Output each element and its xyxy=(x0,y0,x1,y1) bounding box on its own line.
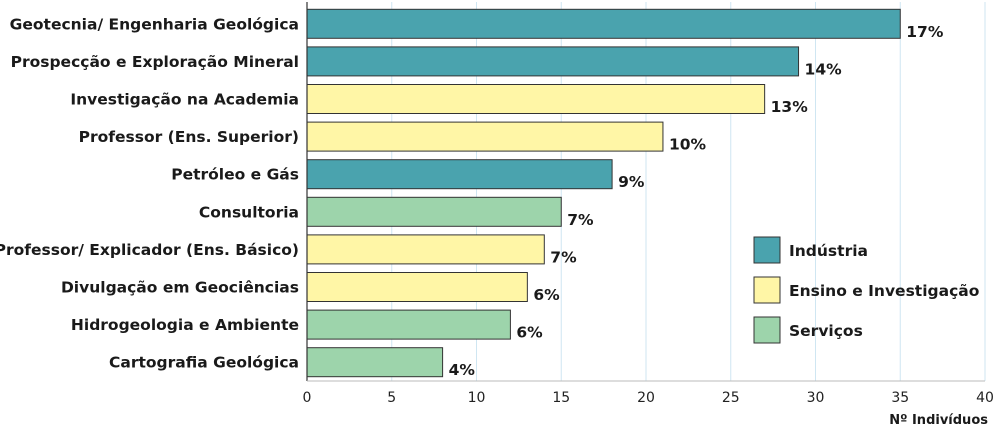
data-label: 17% xyxy=(906,23,944,41)
legend-swatch xyxy=(753,316,781,344)
data-label: 6% xyxy=(516,324,543,342)
category-label: Investigação na Academia xyxy=(70,91,299,109)
category-label: Geotecnia/ Engenharia Geológica xyxy=(10,15,299,33)
data-label: 13% xyxy=(771,98,809,116)
bar xyxy=(306,46,800,77)
bar xyxy=(306,347,444,378)
x-tick-label: 30 xyxy=(807,390,825,406)
category-label: Professor (Ens. Superior) xyxy=(79,128,299,146)
bar xyxy=(306,159,613,190)
x-tick-label: 20 xyxy=(637,390,655,406)
data-label: 7% xyxy=(550,248,577,266)
legend-swatch xyxy=(753,276,781,304)
data-label: 7% xyxy=(567,211,594,229)
x-tick-label: 0 xyxy=(303,390,312,406)
bar xyxy=(306,196,562,227)
legend-swatch xyxy=(753,236,781,264)
data-label: 14% xyxy=(805,60,843,78)
x-tick-label: 5 xyxy=(387,390,396,406)
data-label: 6% xyxy=(533,286,560,304)
legend-label: Serviços xyxy=(789,322,863,340)
x-tick-label: 15 xyxy=(552,390,570,406)
x-axis-label: Nº Indivíduos xyxy=(889,413,988,428)
bar xyxy=(306,234,545,265)
bar xyxy=(306,121,664,152)
x-tick-label: 25 xyxy=(722,390,740,406)
bar xyxy=(306,84,766,114)
legend-label: Ensino e Investigação xyxy=(789,282,979,300)
category-label: Divulgação em Geociências xyxy=(61,279,299,297)
bars-group: Geotecnia/ Engenharia Geológica 17% Prospe… xyxy=(0,2,985,382)
category-label: Prospecção e Exploração Mineral xyxy=(11,53,299,71)
bar xyxy=(306,8,901,39)
data-label: 10% xyxy=(669,136,707,154)
x-tick-label: 35 xyxy=(891,390,909,406)
legend: Indústria Ensino e Investigação Serviços xyxy=(753,236,979,344)
data-label: 4% xyxy=(449,361,476,379)
category-label: Consultoria xyxy=(199,203,299,221)
category-label: Hidrogeologia e Ambiente xyxy=(71,316,299,334)
x-tick-label: 40 xyxy=(976,390,994,406)
category-label: Professor/ Explicador (Ens. Básico) xyxy=(0,241,299,259)
legend-label: Indústria xyxy=(789,242,868,260)
x-tick-label: 10 xyxy=(468,390,486,406)
category-label: Cartografia Geológica xyxy=(109,354,299,372)
data-label: 9% xyxy=(618,173,645,191)
bar xyxy=(306,309,511,340)
category-label: Petróleo e Gás xyxy=(171,166,299,184)
bar xyxy=(306,272,528,302)
x-axis-ticks: 0 5 10 15 20 25 30 35 40 xyxy=(303,390,994,406)
